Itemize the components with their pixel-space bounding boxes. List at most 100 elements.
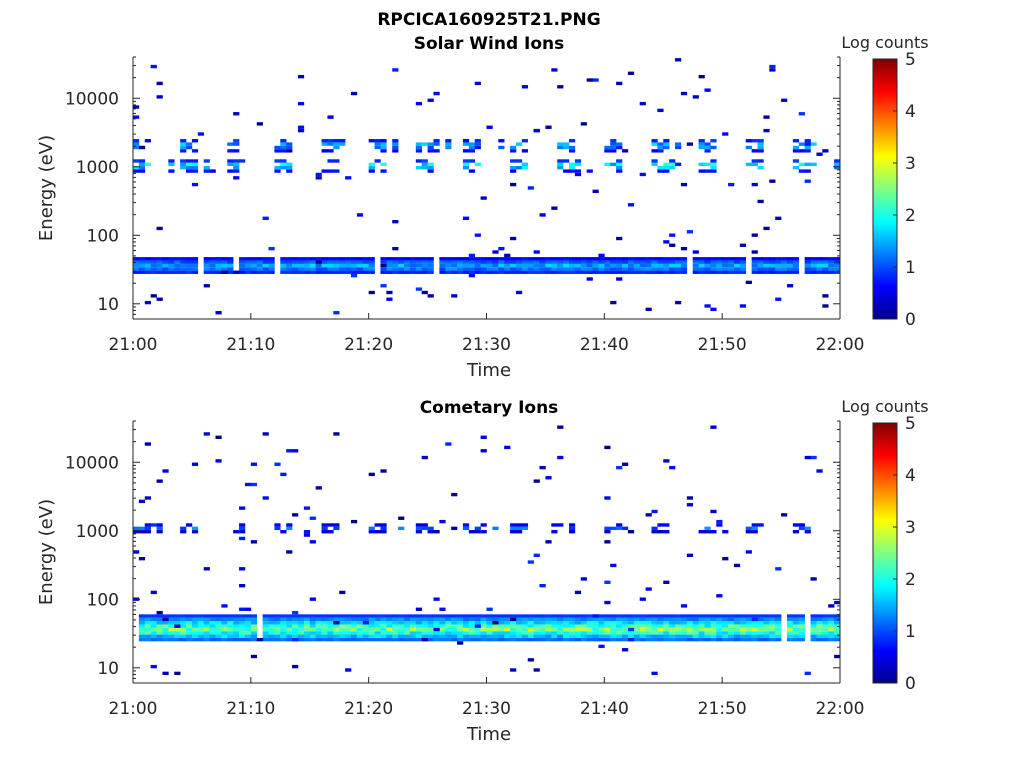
heatmap-cell [174, 637, 181, 642]
colorbar-tick-label: 3 [905, 518, 916, 538]
heatmap-cell [168, 627, 175, 632]
heatmap-cell [533, 614, 540, 618]
heatmap-cell [451, 627, 458, 632]
heatmap-cell [138, 530, 146, 534]
heatmap-cell [686, 631, 694, 635]
heatmap-cell [551, 257, 558, 261]
heatmap-cell [150, 64, 157, 69]
heatmap-cell [651, 671, 658, 676]
heatmap-cell [191, 634, 199, 638]
heatmap-cell [350, 634, 358, 638]
heatmap-cell [309, 260, 316, 264]
heatmap-cell [810, 162, 817, 167]
heatmap-cell [521, 139, 529, 143]
heatmap-cell [404, 621, 411, 625]
heatmap-cell [286, 627, 293, 632]
heatmap-cell [616, 614, 623, 618]
heatmap-cell [616, 624, 623, 628]
heatmap-cell [474, 162, 481, 167]
heatmap-cell [592, 614, 599, 618]
heatmap-cell [427, 270, 434, 274]
heatmap-cell [315, 621, 322, 625]
heatmap-cell [186, 267, 193, 271]
heatmap-cell [221, 270, 228, 274]
heatmap-cell [221, 634, 228, 638]
heatmap-cell [451, 624, 458, 628]
heatmap-cell [680, 263, 688, 268]
heatmap-cell [244, 631, 252, 635]
heatmap-cell [404, 637, 411, 642]
heatmap-cell [610, 526, 617, 531]
heatmap-cell [462, 166, 470, 170]
heatmap-cell [398, 614, 405, 618]
heatmap-cell [439, 614, 446, 618]
heatmap-cell [545, 637, 552, 642]
heatmap-cell [739, 267, 747, 271]
heatmap-cell [345, 260, 352, 264]
heatmap-cell [280, 267, 287, 271]
heatmap-cell [362, 617, 369, 622]
heatmap-cell [786, 617, 794, 622]
heatmap-cell [386, 260, 393, 264]
heatmap-cell [786, 627, 794, 632]
heatmap-cell [657, 631, 664, 635]
heatmap-cell [792, 257, 800, 261]
heatmap-cell [274, 166, 281, 170]
heatmap-cell [757, 270, 764, 274]
heatmap-cell [610, 139, 617, 143]
heatmap-cell [239, 270, 246, 274]
heatmap-cell [350, 614, 358, 618]
heatmap-cell [144, 523, 151, 527]
heatmap-cell [274, 627, 281, 632]
heatmap-cell [639, 624, 646, 628]
heatmap-cell [350, 263, 358, 268]
heatmap-cell [309, 631, 316, 635]
heatmap-cell [539, 465, 546, 470]
heatmap-cell [421, 621, 428, 625]
heatmap-cell [592, 624, 599, 628]
heatmap-cell [303, 634, 311, 638]
heatmap-cell [309, 617, 316, 622]
heatmap-cell [574, 590, 582, 595]
heatmap-cell [315, 627, 322, 632]
heatmap-cell [604, 267, 611, 271]
heatmap-cell [775, 637, 782, 642]
heatmap-cell [627, 634, 635, 638]
heatmap-cell [492, 263, 499, 268]
heatmap-cell [598, 257, 605, 261]
heatmap-cell [533, 624, 540, 628]
heatmap-cell [498, 634, 505, 638]
axes: 21:00 21:10 21:20 21:30 21:40 21:50 22:0010100… [65, 420, 865, 719]
heatmap-cell [197, 614, 204, 618]
heatmap-cell [356, 631, 364, 635]
heatmap-cell [162, 270, 169, 274]
heatmap-cell [451, 270, 458, 274]
heatmap-cell [239, 267, 246, 271]
heatmap-cell [327, 260, 334, 264]
heatmap-cell [586, 621, 593, 625]
heatmap-cell [822, 294, 829, 298]
heatmap-cell [680, 260, 688, 264]
heatmap-cell [633, 617, 640, 622]
heatmap-cell [834, 257, 841, 261]
heatmap-cell [262, 432, 269, 436]
heatmap-cell [515, 617, 523, 622]
heatmap-cell [763, 260, 770, 264]
heatmap-cell [610, 145, 617, 150]
heatmap-cell [533, 250, 540, 254]
heatmap-cell [510, 627, 517, 632]
heatmap-cell [156, 631, 163, 635]
heatmap-cell [427, 627, 434, 632]
heatmap-cell [510, 523, 517, 527]
heatmap-cell [663, 166, 670, 170]
heatmap-cell [710, 257, 717, 261]
heatmap-cell [639, 631, 646, 635]
heatmap-cell [445, 442, 452, 446]
heatmap-cell [645, 624, 652, 628]
heatmap-cell [786, 257, 794, 261]
heatmap-cell [580, 634, 587, 638]
heatmap-cell [445, 614, 452, 618]
heatmap-cell [539, 621, 546, 625]
heatmap-cell [280, 257, 287, 261]
heatmap-cell [710, 617, 717, 622]
